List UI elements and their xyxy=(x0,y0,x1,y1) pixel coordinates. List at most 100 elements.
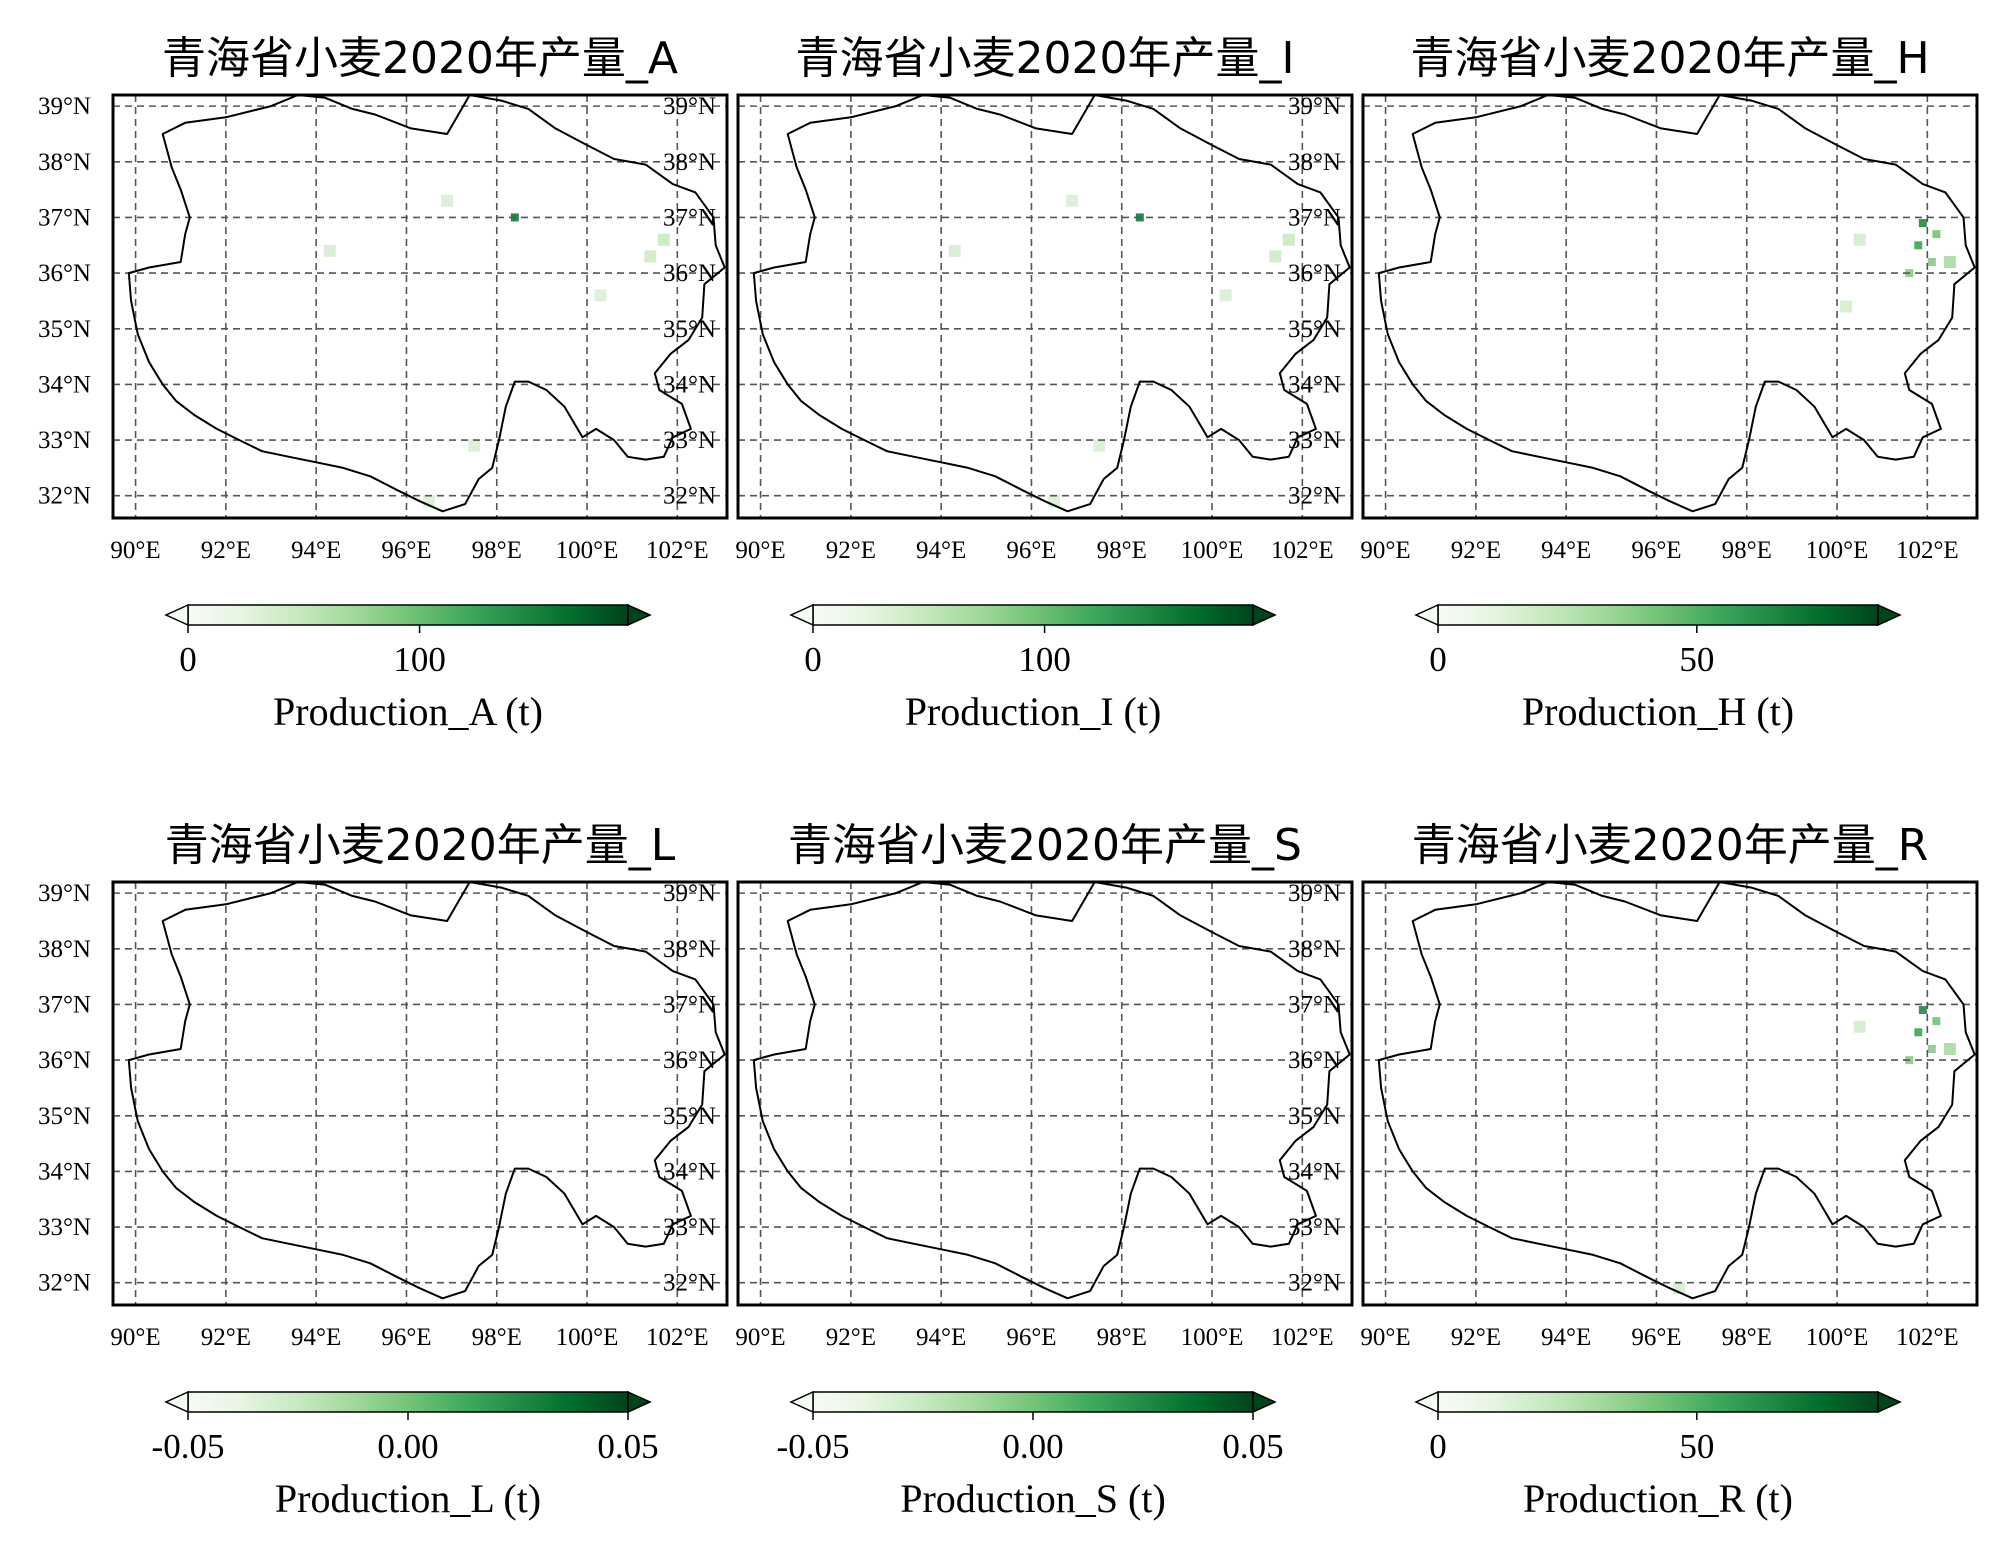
colorbar-extend-max xyxy=(1252,1390,1277,1414)
lon-tick-label: 102°E xyxy=(1271,1324,1334,1351)
lat-tick-label: 33°N xyxy=(38,427,91,454)
production-cell xyxy=(1853,233,1866,246)
colorbar-extend-max xyxy=(1252,603,1277,627)
lat-tick-label: 39°N xyxy=(1288,93,1341,120)
lat-tick-label: 38°N xyxy=(663,936,716,963)
lat-tick-label: 38°N xyxy=(38,936,91,963)
lon-tick-label: 102°E xyxy=(1271,537,1334,564)
colorbar-body xyxy=(187,1391,629,1413)
panel-title: 青海省小麦2020年产量_H xyxy=(1410,33,1929,84)
lon-tick-label: 94°E xyxy=(916,537,966,564)
lat-tick-label: 35°N xyxy=(1288,316,1341,343)
province-border xyxy=(752,95,1351,513)
panel-title: 青海省小麦2020年产量_A xyxy=(162,33,678,84)
lon-tick-label: 92°E xyxy=(201,1324,251,1351)
lon-tick-label: 102°E xyxy=(646,1324,709,1351)
lon-tick-label: 94°E xyxy=(916,1324,966,1351)
lat-tick-label: 39°N xyxy=(1288,880,1341,907)
lon-tick-label: 98°E xyxy=(1097,537,1147,564)
production-cell xyxy=(441,194,454,207)
colorbar-tick-label: 0.05 xyxy=(1222,1427,1283,1466)
production-cell xyxy=(1927,257,1936,266)
colorbar-tick-label: 0.05 xyxy=(597,1427,658,1466)
colorbar-label: Production_R (t) xyxy=(1523,1476,1793,1521)
lat-tick-label: 39°N xyxy=(663,93,716,120)
lon-tick-label: 100°E xyxy=(556,1324,619,1351)
lat-tick-label: 36°N xyxy=(1288,260,1341,287)
colorbar-body xyxy=(1437,604,1879,626)
production-cell xyxy=(1853,1020,1866,1033)
lat-tick-label: 35°N xyxy=(663,1103,716,1130)
lat-tick-label: 35°N xyxy=(38,316,91,343)
colorbar-body xyxy=(1437,1391,1879,1413)
map-frame xyxy=(111,880,729,1307)
lon-tick-label: 98°E xyxy=(1097,1324,1147,1351)
lat-tick-label: 38°N xyxy=(1288,936,1341,963)
colorbar: 0 50 Production_H (t) xyxy=(1414,603,1902,734)
colorbar-body xyxy=(187,604,629,626)
colorbar-tick-label: 0 xyxy=(804,640,822,679)
map-panel-3: 青海省小麦2020年产量_H 39°N 38°N 37°N 36°N 35°N 34°N 33… xyxy=(1288,33,1979,734)
lon-tick-label: 100°E xyxy=(1181,537,1244,564)
lat-tick-label: 33°N xyxy=(663,427,716,454)
lon-tick-label: 90°E xyxy=(1360,1324,1410,1351)
lon-tick-label: 92°E xyxy=(201,537,251,564)
lon-tick-label: 102°E xyxy=(646,537,709,564)
lon-tick-label: 96°E xyxy=(1631,1324,1681,1351)
colorbar-label: Production_H (t) xyxy=(1522,689,1794,734)
production-cell xyxy=(594,289,607,302)
colorbar-extend-min xyxy=(789,1390,814,1414)
lat-tick-label: 37°N xyxy=(38,991,91,1018)
colorbar-extend-min xyxy=(1414,1390,1439,1414)
lon-tick-label: 98°E xyxy=(1722,1324,1772,1351)
map-frame xyxy=(1361,93,1979,520)
lat-tick-label: 32°N xyxy=(663,483,716,510)
lat-tick-label: 36°N xyxy=(1288,1047,1341,1074)
lat-tick-label: 37°N xyxy=(663,991,716,1018)
colorbar-tick-label: 0 xyxy=(1429,1427,1447,1466)
lat-tick-label: 36°N xyxy=(663,1047,716,1074)
colorbar-extend-min xyxy=(789,603,814,627)
production-cell xyxy=(1914,241,1923,250)
colorbar-tick-label: 0.00 xyxy=(1002,1427,1063,1466)
lon-tick-label: 94°E xyxy=(291,1324,341,1351)
lon-tick-label: 90°E xyxy=(735,537,785,564)
lon-tick-label: 92°E xyxy=(826,1324,876,1351)
colorbar-tick-label: 0 xyxy=(1429,640,1447,679)
colorbar-label: Production_A (t) xyxy=(273,689,543,734)
map-panel-5: 青海省小麦2020年产量_S 39°N 38°N 37°N 36°N 35°N 34°N 33… xyxy=(663,820,1354,1521)
lat-tick-label: 32°N xyxy=(1288,1270,1341,1297)
lon-tick-label: 96°E xyxy=(1631,537,1681,564)
lat-tick-label: 35°N xyxy=(38,1103,91,1130)
lat-tick-label: 39°N xyxy=(38,93,91,120)
production-cell xyxy=(323,244,336,257)
colorbar-tick-label: 100 xyxy=(1018,640,1071,679)
lon-tick-label: 102°E xyxy=(1896,537,1959,564)
colorbar-extend-max xyxy=(1877,603,1902,627)
lon-tick-label: 98°E xyxy=(472,537,522,564)
lat-tick-label: 32°N xyxy=(38,1270,91,1297)
panel-title: 青海省小麦2020年产量_I xyxy=(796,33,1295,84)
lat-tick-label: 36°N xyxy=(663,260,716,287)
colorbar-body xyxy=(812,1391,1254,1413)
lon-tick-label: 92°E xyxy=(1451,537,1501,564)
colorbar-tick-label: 50 xyxy=(1679,1427,1714,1466)
lat-tick-label: 34°N xyxy=(38,1158,91,1185)
lat-tick-label: 38°N xyxy=(38,149,91,176)
lon-tick-label: 100°E xyxy=(556,537,619,564)
lat-tick-label: 34°N xyxy=(1288,1158,1341,1185)
lat-tick-label: 33°N xyxy=(1288,1214,1341,1241)
production-cell xyxy=(644,250,657,263)
panel-title: 青海省小麦2020年产量_S xyxy=(788,820,1302,871)
lat-tick-label: 32°N xyxy=(38,483,91,510)
colorbar-body xyxy=(812,604,1254,626)
lat-tick-label: 32°N xyxy=(1288,483,1341,510)
colorbar-extend-min xyxy=(164,603,189,627)
colorbar-label: Production_I (t) xyxy=(905,689,1162,734)
lat-tick-label: 35°N xyxy=(663,316,716,343)
lon-tick-label: 90°E xyxy=(110,537,160,564)
lon-tick-label: 92°E xyxy=(826,537,876,564)
map-frame xyxy=(1361,880,1979,1307)
production-cell xyxy=(657,233,670,246)
colorbar: 0 100 Production_I (t) xyxy=(789,603,1277,734)
